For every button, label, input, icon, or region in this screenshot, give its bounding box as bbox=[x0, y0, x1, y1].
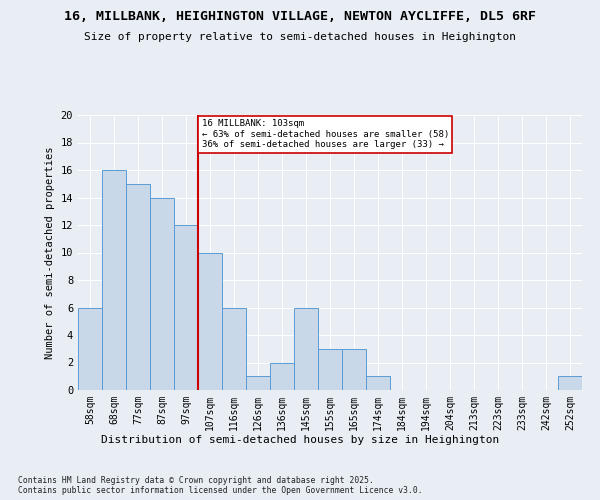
Text: Distribution of semi-detached houses by size in Heighington: Distribution of semi-detached houses by … bbox=[101, 435, 499, 445]
Bar bbox=[270, 362, 294, 390]
Bar bbox=[78, 308, 102, 390]
Bar bbox=[342, 349, 366, 390]
Bar bbox=[366, 376, 390, 390]
Bar bbox=[318, 349, 342, 390]
Bar bbox=[294, 308, 318, 390]
Y-axis label: Number of semi-detached properties: Number of semi-detached properties bbox=[45, 146, 55, 359]
Bar bbox=[558, 376, 582, 390]
Text: Size of property relative to semi-detached houses in Heighington: Size of property relative to semi-detach… bbox=[84, 32, 516, 42]
Bar bbox=[126, 184, 150, 390]
Bar bbox=[174, 225, 198, 390]
Bar bbox=[246, 376, 270, 390]
Bar bbox=[198, 252, 222, 390]
Text: Contains HM Land Registry data © Crown copyright and database right 2025.
Contai: Contains HM Land Registry data © Crown c… bbox=[18, 476, 422, 495]
Text: 16, MILLBANK, HEIGHINGTON VILLAGE, NEWTON AYCLIFFE, DL5 6RF: 16, MILLBANK, HEIGHINGTON VILLAGE, NEWTO… bbox=[64, 10, 536, 23]
Text: 16 MILLBANK: 103sqm
← 63% of semi-detached houses are smaller (58)
36% of semi-d: 16 MILLBANK: 103sqm ← 63% of semi-detach… bbox=[202, 119, 449, 149]
Bar bbox=[150, 198, 174, 390]
Bar bbox=[222, 308, 246, 390]
Bar bbox=[102, 170, 126, 390]
